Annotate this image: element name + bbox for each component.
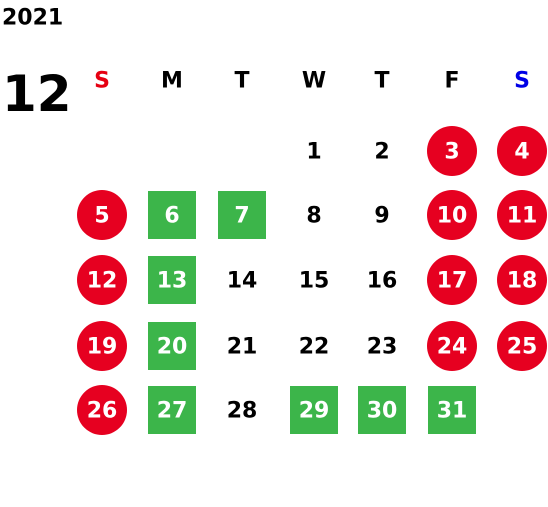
month: 12: [2, 65, 72, 123]
highlight-square: [218, 191, 266, 239]
day-number: 21: [227, 335, 258, 360]
day-number: 30: [367, 399, 398, 424]
year: 2021: [2, 6, 63, 31]
highlight-square: [290, 386, 338, 434]
weekday-label: T: [234, 69, 249, 94]
holiday-circle: [77, 255, 127, 305]
day-number: 25: [507, 335, 538, 360]
day-number: 24: [437, 335, 468, 360]
day-number: 11: [507, 204, 538, 229]
day-number: 20: [157, 335, 188, 360]
holiday-circle: [497, 190, 547, 240]
weekday-label: S: [94, 69, 110, 94]
day-number: 6: [164, 204, 179, 229]
holiday-circle: [77, 385, 127, 435]
holiday-circle: [427, 321, 477, 371]
day-number: 27: [157, 399, 188, 424]
day-number: 10: [437, 204, 468, 229]
highlight-square: [358, 386, 406, 434]
weekday-label: S: [514, 69, 530, 94]
highlight-square: [428, 386, 476, 434]
holiday-circle: [427, 255, 477, 305]
weekday-label: W: [302, 69, 326, 94]
holiday-circle: [497, 255, 547, 305]
day-number: 16: [367, 269, 398, 294]
day-number: 19: [87, 335, 118, 360]
holiday-circle: [427, 126, 477, 176]
holiday-circle: [77, 321, 127, 371]
day-number: 4: [514, 140, 529, 165]
day-number: 31: [437, 399, 468, 424]
day-number: 5: [94, 204, 109, 229]
day-number: 26: [87, 399, 118, 424]
day-number: 15: [299, 269, 330, 294]
highlight-square: [148, 191, 196, 239]
day-number: 22: [299, 335, 330, 360]
highlight-square: [148, 256, 196, 304]
highlight-square: [148, 322, 196, 370]
day-number: 18: [507, 269, 538, 294]
day-number: 29: [299, 399, 330, 424]
day-number: 7: [234, 204, 249, 229]
day-number: 2: [374, 140, 389, 165]
day-number: 12: [87, 269, 118, 294]
weekday-label: M: [161, 69, 183, 94]
day-number: 1: [306, 140, 321, 165]
day-number: 23: [367, 335, 398, 360]
day-number: 17: [437, 269, 468, 294]
holiday-circle: [497, 321, 547, 371]
holiday-circle: [427, 190, 477, 240]
day-number: 28: [227, 399, 258, 424]
day-number: 9: [374, 204, 389, 229]
holiday-circle: [77, 190, 127, 240]
weekday-label: F: [444, 69, 459, 94]
day-number: 14: [227, 269, 258, 294]
day-number: 13: [157, 269, 188, 294]
holiday-circle: [497, 126, 547, 176]
day-number: 8: [306, 204, 321, 229]
day-number: 3: [444, 140, 459, 165]
highlight-square: [148, 386, 196, 434]
weekday-label: T: [374, 69, 389, 94]
